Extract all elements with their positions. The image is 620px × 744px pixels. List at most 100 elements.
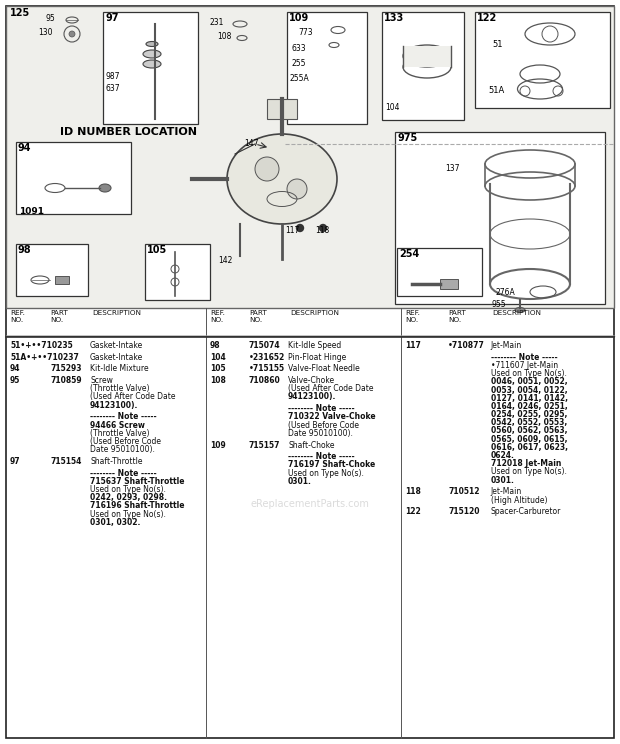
Text: Used on Type No(s).: Used on Type No(s).: [490, 369, 567, 378]
Text: 0565, 0609, 0615,: 0565, 0609, 0615,: [490, 434, 567, 443]
Text: Pin-Float Hinge: Pin-Float Hinge: [288, 353, 346, 362]
Circle shape: [319, 225, 327, 231]
Text: •715155: •715155: [249, 365, 285, 373]
Text: 94: 94: [18, 143, 32, 153]
Text: 715157: 715157: [249, 440, 280, 449]
Bar: [103, 12, 198, 124]
Text: REF.
NO.: REF. NO.: [405, 310, 420, 323]
Text: 716196 Shaft-Throttle: 716196 Shaft-Throttle: [90, 501, 185, 510]
Text: 0053, 0054, 0122,: 0053, 0054, 0122,: [490, 385, 567, 394]
Bar: [382, 12, 464, 120]
Text: 51: 51: [492, 40, 502, 49]
Ellipse shape: [99, 184, 111, 192]
Text: 118: 118: [315, 226, 329, 235]
Text: 137: 137: [445, 164, 459, 173]
Text: eReplacementParts.com: eReplacementParts.com: [250, 499, 370, 509]
Text: 0624.: 0624.: [490, 451, 515, 460]
Text: 51•+••710235: 51•+••710235: [10, 341, 73, 350]
Text: Jet-Main: Jet-Main: [490, 341, 522, 350]
Text: Valve-Float Needle: Valve-Float Needle: [288, 365, 360, 373]
Text: 104: 104: [385, 103, 399, 112]
Text: 51A: 51A: [488, 86, 504, 95]
Ellipse shape: [515, 307, 525, 312]
Text: Gasket-Intake: Gasket-Intake: [90, 353, 143, 362]
Text: 133: 133: [384, 13, 404, 23]
Text: Used on Type No(s).: Used on Type No(s).: [90, 485, 166, 494]
Bar: [6, 6, 614, 308]
Bar: [16, 142, 131, 214]
Ellipse shape: [227, 134, 337, 224]
Text: 0301, 0302.: 0301, 0302.: [90, 518, 140, 527]
Text: 118: 118: [405, 487, 422, 496]
Text: -------- Note -----: -------- Note -----: [90, 469, 157, 478]
Text: 715120: 715120: [448, 507, 479, 516]
Text: (Used After Code Date: (Used After Code Date: [288, 385, 373, 394]
Text: 109: 109: [289, 13, 309, 23]
Bar: [267, 99, 297, 119]
Text: 105: 105: [147, 245, 167, 255]
Text: 97: 97: [105, 13, 118, 23]
Text: 0542, 0552, 0553,: 0542, 0552, 0553,: [490, 418, 567, 427]
Text: (Used Before Code: (Used Before Code: [288, 420, 359, 429]
Bar: [475, 12, 610, 108]
Text: Used on Type No(s).: Used on Type No(s).: [90, 510, 166, 519]
Text: Used on Type No(s).: Used on Type No(s).: [288, 469, 364, 478]
Text: 122: 122: [477, 13, 497, 23]
Text: 0254, 0255, 0295,: 0254, 0255, 0295,: [490, 410, 567, 419]
Text: Valve-Choke: Valve-Choke: [288, 376, 335, 385]
Text: -------- Note -----: -------- Note -----: [288, 452, 355, 461]
Text: 975: 975: [397, 133, 417, 143]
Text: •711607 Jet-Main: •711607 Jet-Main: [490, 361, 558, 370]
Text: •231652: •231652: [249, 353, 285, 362]
Text: ID NUMBER LOCATION: ID NUMBER LOCATION: [60, 127, 197, 137]
Text: 710860: 710860: [249, 376, 281, 385]
Text: 122: 122: [405, 507, 421, 516]
Text: (Throttle Valve): (Throttle Valve): [90, 385, 149, 394]
Text: 254: 254: [399, 249, 419, 259]
Bar: [403, 46, 451, 67]
Circle shape: [287, 179, 307, 199]
Text: 710512: 710512: [448, 487, 479, 496]
Text: Kit-Idle Mixture: Kit-Idle Mixture: [90, 365, 149, 373]
Text: 637: 637: [106, 84, 121, 93]
Text: Date 95010100).: Date 95010100).: [90, 445, 155, 454]
Text: 255A: 255A: [289, 74, 309, 83]
Text: PART
NO.: PART NO.: [249, 310, 267, 323]
Text: 0046, 0051, 0052,: 0046, 0051, 0052,: [490, 377, 567, 386]
Text: 51A•+••710237: 51A•+••710237: [10, 353, 79, 362]
Bar: [287, 12, 367, 124]
Text: 109: 109: [210, 440, 226, 449]
Text: DESCRIPTION: DESCRIPTION: [493, 310, 542, 316]
Text: Shaft-Choke: Shaft-Choke: [288, 440, 335, 449]
Bar: [145, 244, 210, 300]
Text: 716197 Shaft-Choke: 716197 Shaft-Choke: [288, 461, 375, 469]
Text: (Throttle Valve): (Throttle Valve): [90, 429, 149, 437]
Text: Jet-Main: Jet-Main: [490, 487, 522, 496]
Text: 105: 105: [210, 365, 226, 373]
Ellipse shape: [146, 42, 158, 46]
Text: PART
NO.: PART NO.: [50, 310, 68, 323]
Bar: [397, 248, 482, 296]
Text: 955: 955: [492, 300, 507, 309]
Text: Used on Type No(s).: Used on Type No(s).: [490, 467, 567, 476]
Text: 1091: 1091: [19, 207, 44, 216]
Text: 0164, 0246, 0251,: 0164, 0246, 0251,: [490, 402, 567, 411]
Text: REF.
NO.: REF. NO.: [210, 310, 225, 323]
Text: 94123100).: 94123100).: [288, 393, 337, 402]
Text: 98: 98: [18, 245, 32, 255]
Text: 130: 130: [38, 28, 53, 37]
Text: 712018 Jet-Main: 712018 Jet-Main: [490, 459, 561, 468]
Text: 98: 98: [210, 341, 221, 350]
Text: 95: 95: [45, 14, 55, 23]
Text: 710859: 710859: [50, 376, 82, 385]
Text: -------- Note -----: -------- Note -----: [490, 353, 557, 362]
Text: 117: 117: [405, 341, 422, 350]
Text: 255: 255: [291, 59, 306, 68]
Text: 94123100).: 94123100).: [90, 401, 138, 410]
Text: DESCRIPTION: DESCRIPTION: [290, 310, 339, 316]
Text: 94: 94: [10, 365, 20, 373]
Text: 715293: 715293: [50, 365, 81, 373]
Text: 0616, 0617, 0623,: 0616, 0617, 0623,: [490, 443, 567, 452]
Text: 117: 117: [285, 226, 299, 235]
Text: 147: 147: [244, 139, 259, 148]
